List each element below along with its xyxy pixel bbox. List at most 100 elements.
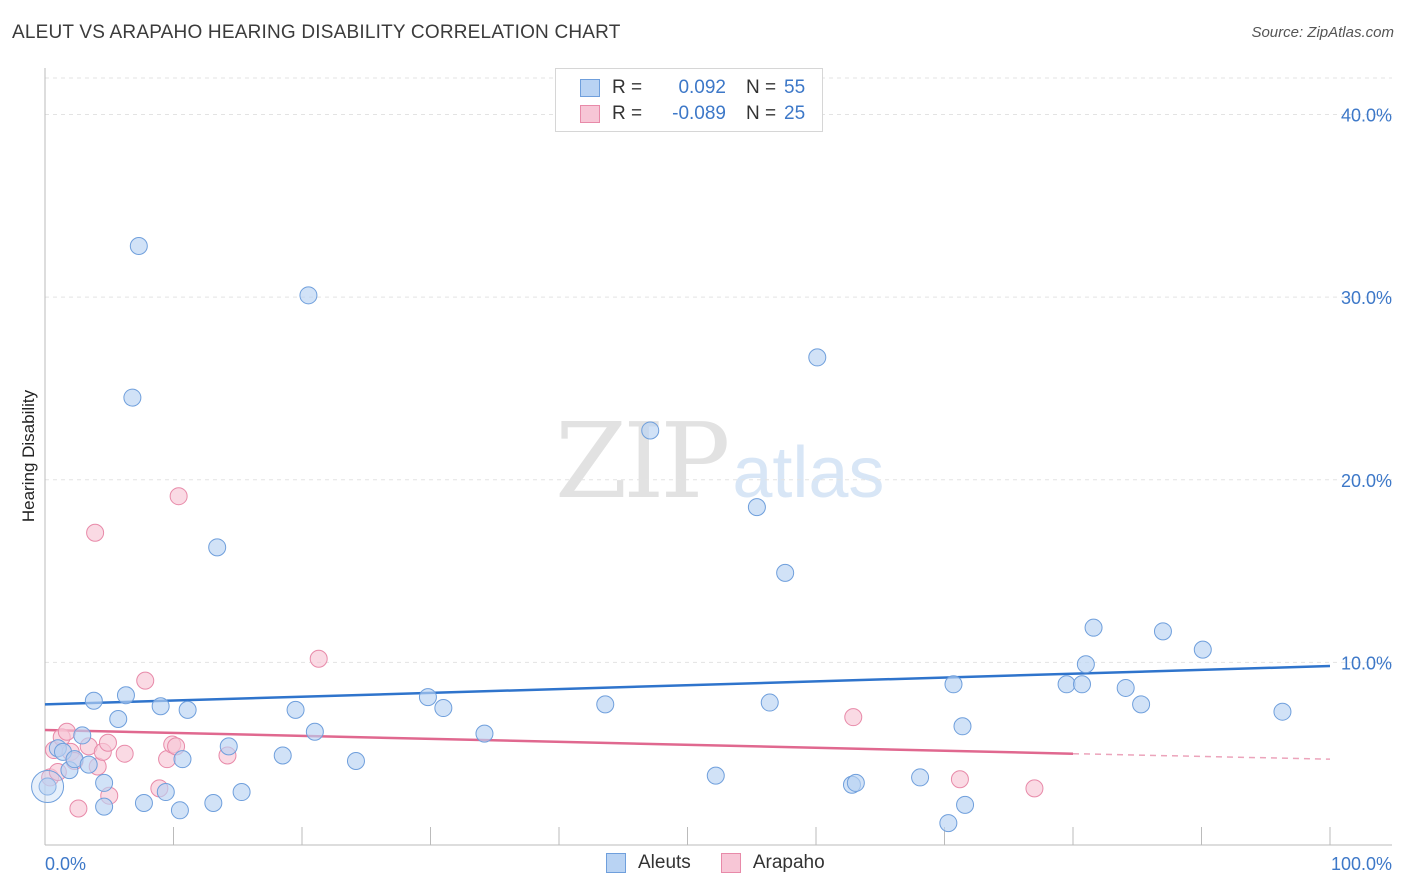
y-tick-label: 10.0% [1341, 653, 1392, 673]
axis-labels: 10.0% 20.0% 30.0% 40.0% 0.0% 100.0% Hearing Di… [19, 106, 1392, 874]
arapaho-point [69, 799, 88, 818]
aleut-point [1072, 675, 1091, 694]
aleut-point [129, 237, 148, 256]
aleut-point [95, 773, 114, 792]
series-label-arapaho: Arapaho [752, 852, 825, 873]
aleut-point [760, 693, 779, 712]
arapaho-point [1025, 779, 1044, 798]
aleut-point [286, 700, 305, 719]
legend-row-aleuts: R = 0.092 N = 55 [580, 76, 805, 100]
aleut-point [346, 751, 365, 770]
aleut-point [208, 538, 227, 557]
series-label-aleuts: Aleuts [638, 852, 691, 873]
axes [44, 68, 1392, 846]
aleut-point [156, 783, 175, 802]
source-label: Source: ZipAtlas.com [1251, 24, 1394, 41]
arapaho-point [169, 487, 188, 506]
aleut-point [232, 783, 251, 802]
aleut-point [173, 750, 192, 769]
aleut-point [596, 695, 615, 714]
aleut-point [219, 737, 238, 756]
gridlines [45, 77, 1392, 663]
aleut-point [305, 722, 324, 741]
series-swatch-arapaho [720, 853, 741, 873]
aleut-point [956, 795, 975, 814]
arapaho-point [950, 770, 969, 789]
arapaho-point [309, 649, 328, 668]
arapaho-trend-extension [1072, 752, 1331, 760]
series-legend-aleuts[interactable]: Aleuts [606, 852, 691, 874]
aleut-point [95, 797, 114, 816]
legend-r-label: R = [612, 77, 643, 98]
aleut-point [641, 421, 660, 440]
aleut-point [1084, 618, 1103, 637]
aleut-point [73, 726, 92, 745]
x-tick-label-max: 100.0% [1331, 854, 1392, 874]
aleut-point [299, 286, 318, 305]
arapaho-point [136, 671, 155, 690]
y-axis-title: Hearing Disability [19, 389, 38, 522]
aleut-point [418, 688, 437, 707]
aleut-point [116, 686, 135, 705]
aleut-point [706, 766, 725, 785]
legend-n-label: N = [746, 77, 777, 98]
data-points [31, 237, 1292, 833]
aleut-point [776, 563, 795, 582]
aleut-point [178, 700, 197, 719]
aleut-point [151, 697, 170, 716]
aleut-point [134, 793, 153, 812]
series-swatch-aleuts [606, 853, 626, 873]
aleut-point [204, 793, 223, 812]
aleut-point [434, 699, 453, 718]
aleut-point [1116, 678, 1135, 697]
aleut-point [475, 724, 494, 743]
legend-swatch-arapaho [580, 105, 600, 123]
aleut-point [808, 348, 827, 367]
arapaho-point [57, 722, 76, 741]
aleut-point [84, 691, 103, 710]
aleut-point [1273, 702, 1292, 721]
legend-r-label: R = [612, 103, 643, 124]
aleut-trend-line [44, 664, 1331, 706]
legend-row-arapaho: R = -0.089 N = 25 [580, 102, 805, 126]
y-tick-label: 40.0% [1341, 106, 1392, 126]
aleut-point [170, 801, 189, 820]
aleut-point [38, 777, 57, 796]
x-tick-label-min: 0.0% [45, 854, 86, 874]
aleut-point [79, 755, 98, 774]
arapaho-trend-line [44, 728, 1074, 755]
aleut-point [1076, 655, 1095, 674]
arapaho-point [844, 708, 863, 727]
legend-n-value: 55 [784, 77, 806, 98]
aleut-point [911, 768, 930, 787]
aleut-point [109, 709, 128, 728]
series-legend-arapaho[interactable]: Arapaho [720, 852, 825, 874]
aleut-point [31, 770, 65, 804]
aleut-point [123, 388, 142, 407]
legend-r-value: 0.092 [678, 77, 726, 98]
correlation-legend: R = 0.092 N = 55 R = -0.089 N = 25 [555, 68, 823, 132]
y-tick-label: 20.0% [1341, 471, 1392, 491]
aleut-point [953, 717, 972, 736]
series-legend: Aleuts Arapaho [606, 852, 855, 874]
legend-n-value: 25 [784, 103, 806, 124]
aleut-point [1193, 640, 1212, 659]
aleut-point [846, 773, 865, 792]
chart-title: ALEUT VS ARAPAHO HEARING DISABILITY CORR… [12, 22, 621, 43]
aleut-point [939, 814, 958, 833]
legend-swatch-aleuts [580, 79, 600, 97]
aleut-point [1153, 622, 1172, 641]
aleut-point [747, 498, 766, 517]
aleut-point [1057, 675, 1076, 694]
legend-r-value: -0.089 [672, 103, 726, 124]
y-tick-label: 30.0% [1341, 288, 1392, 308]
legend-n-label: N = [746, 103, 777, 124]
aleut-point [273, 746, 292, 765]
arapaho-point [98, 733, 117, 752]
aleut-point [1132, 695, 1151, 714]
arapaho-point [115, 744, 134, 763]
arapaho-point [86, 523, 105, 542]
trend-lines [44, 664, 1331, 760]
aleut-point [944, 675, 963, 694]
